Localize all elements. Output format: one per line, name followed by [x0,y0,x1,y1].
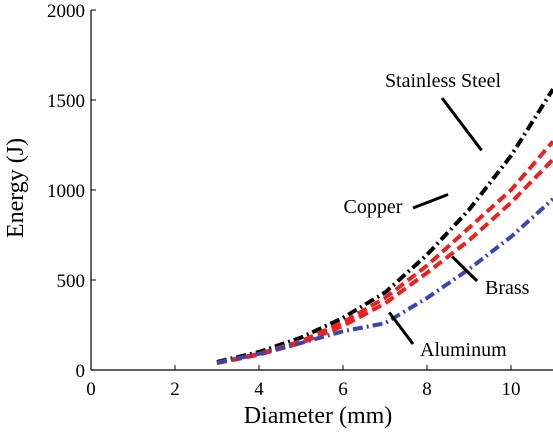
series-line-brass [216,158,553,366]
annotation-leader-aluminum [388,311,415,345]
x-tick-label: 2 [170,379,180,400]
annotation-label-copper: Copper [344,196,403,218]
series-layer [216,88,553,366]
y-tick-label: 1000 [47,181,85,202]
y-tick-label: 500 [57,271,86,292]
annotation-label-stainless-steel: Stainless Steel [385,70,502,92]
series-line-copper [216,140,553,365]
annotation-leader-copper [412,193,449,210]
y-axis-title: Energy (J) [3,138,29,238]
x-tick-label: 4 [254,379,264,400]
annotation-layer: Stainless Steel Copper Brass Aluminum [344,70,530,361]
x-tick-label: 6 [338,379,348,400]
annotation-leader-brass [451,255,479,283]
series-line-aluminum [216,197,553,365]
annotation-label-brass: Brass [485,277,530,299]
y-tick-label: 1500 [47,91,85,112]
series-line-stainless-steel [216,88,553,364]
x-axis-title: Diameter (mm) [244,403,393,429]
annotation-leader-stainless-steel [440,97,483,152]
y-axis-ticks: 0 500 1000 1500 2000 [47,1,96,382]
x-tick-label: 0 [86,379,96,400]
x-tick-label: 8 [422,379,432,400]
x-tick-label: 10 [502,379,521,400]
x-axis-ticks: 0 2 4 6 8 10 [86,365,521,400]
annotation-label-aluminum: Aluminum [420,339,507,361]
y-tick-label: 2000 [47,1,85,22]
y-tick-label: 0 [76,361,86,382]
